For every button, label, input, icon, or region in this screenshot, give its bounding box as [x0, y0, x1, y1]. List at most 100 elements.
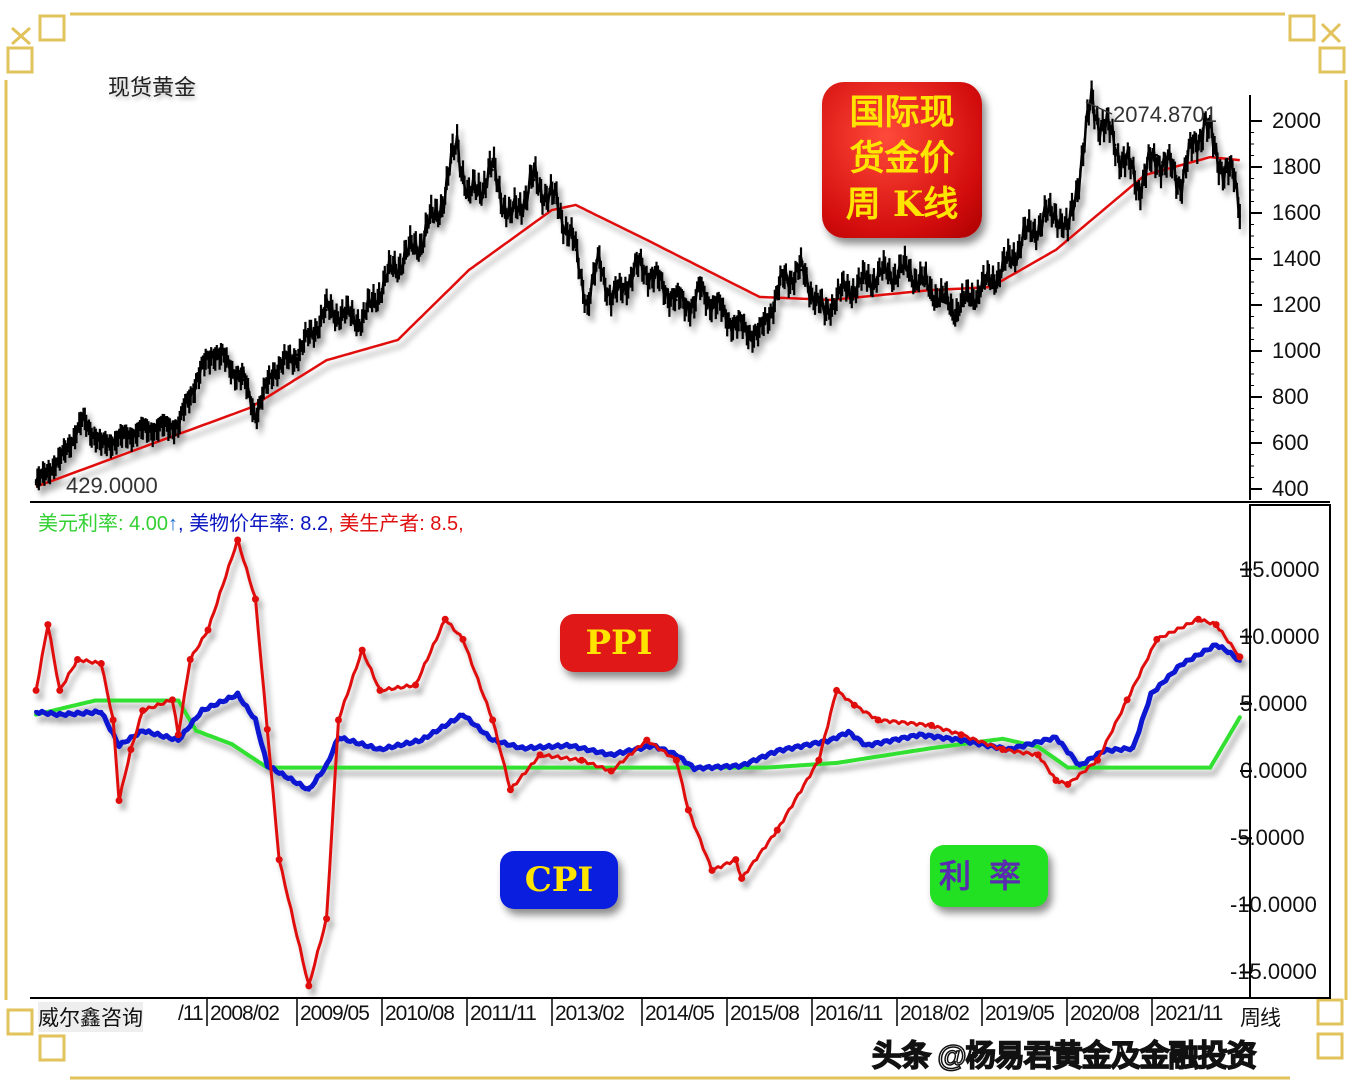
price-series	[34, 80, 1242, 491]
price-point	[1155, 153, 1159, 157]
ppi-point	[672, 756, 680, 764]
cpi-point	[377, 747, 382, 752]
ppi-point	[204, 626, 212, 634]
ppi-point	[56, 686, 64, 694]
x-tick-label: 2020/08	[1070, 1002, 1140, 1025]
price-point	[360, 318, 364, 322]
data-provider: 威尔鑫咨询	[38, 1002, 143, 1032]
price-point	[272, 368, 275, 372]
gold-frame	[4, 12, 1348, 1080]
rate-point	[1065, 765, 1070, 770]
ppi-point	[536, 751, 544, 759]
price-tick-label: 2000	[1272, 108, 1321, 133]
price-point	[58, 458, 61, 462]
ppi-point	[1153, 635, 1161, 643]
ppi-point	[109, 716, 117, 724]
ppi-point	[773, 826, 781, 834]
cpi-point	[520, 746, 525, 751]
ppi-point	[732, 856, 740, 864]
cpi-point	[1131, 746, 1136, 751]
rate-point	[929, 746, 934, 751]
price-point	[906, 268, 909, 272]
ppi-point	[578, 756, 586, 764]
price-point	[455, 138, 459, 142]
up-arrow-icon: ↑	[168, 513, 179, 535]
ppi-point	[1236, 653, 1244, 661]
cpi-point	[1053, 735, 1058, 740]
ppi-point	[1094, 756, 1101, 764]
legend-cpi: , 美物价年率: 8.2	[178, 513, 329, 535]
price-point	[876, 273, 880, 277]
price-point	[509, 218, 512, 222]
cpi-point	[117, 743, 122, 748]
ppi-point	[833, 686, 841, 694]
osc-tick-label: -5.0000	[1230, 825, 1305, 851]
cpi-point	[99, 709, 104, 714]
cpi-point	[490, 738, 495, 743]
rate-point	[834, 760, 839, 765]
rate-point	[1036, 744, 1041, 749]
price-point	[34, 481, 38, 484]
ppi-point	[305, 982, 313, 990]
cpi-point	[692, 766, 697, 771]
ppi-point	[441, 615, 449, 623]
cpi-point	[1148, 692, 1153, 697]
x-tick-label: 2016/11	[815, 1002, 883, 1025]
cpi-point	[176, 738, 181, 743]
legend-rate: 美元利率: 4.00	[38, 513, 169, 535]
osc-axis-ticks	[1240, 568, 1252, 974]
ppi-point	[234, 536, 242, 544]
cpi-point	[235, 692, 240, 697]
cpi-point	[419, 738, 424, 743]
price-point	[823, 313, 826, 317]
price-point	[1114, 143, 1117, 147]
price-point	[1054, 208, 1058, 212]
price-point	[242, 378, 245, 382]
title-line: 货金价	[849, 138, 955, 179]
price-tick-label: 600	[1272, 430, 1309, 455]
x-tick-label: 2008/02	[210, 1002, 280, 1025]
ppi-point	[97, 660, 105, 668]
x-tick-label: 2009/05	[300, 1002, 370, 1025]
cpi-point	[959, 738, 964, 743]
ppi-point	[1212, 621, 1220, 629]
price-point	[1232, 178, 1236, 182]
ppi-point	[186, 656, 194, 664]
title-line: 周 K线	[845, 184, 959, 225]
price-point	[556, 203, 560, 207]
price-tick-label: 1000	[1272, 338, 1321, 363]
ppi-point	[957, 731, 965, 739]
price-point	[420, 238, 423, 242]
rate-line	[35, 698, 1242, 770]
ppi-point	[489, 716, 497, 724]
x-tick-label: /11	[178, 1002, 204, 1025]
ppi-point	[684, 806, 692, 814]
price-point	[1137, 183, 1141, 187]
ppi-point	[1123, 696, 1131, 704]
price-point	[532, 178, 536, 182]
ppi-point	[506, 786, 514, 794]
ppi-point	[139, 707, 147, 715]
price-candles	[34, 80, 1241, 491]
price-point	[693, 303, 696, 307]
ppi-point	[127, 746, 135, 754]
price-point	[1214, 153, 1218, 157]
rate-point	[229, 742, 234, 747]
osc-tick-label: 10.0000	[1240, 623, 1320, 649]
price-tick-label: 800	[1272, 384, 1309, 409]
cpi-point	[846, 730, 851, 735]
corner-ornament-icon	[1316, 998, 1344, 1060]
cpi-point	[253, 717, 258, 722]
ppi-point	[334, 716, 342, 724]
cpi-point	[674, 752, 679, 757]
ppi-point	[815, 756, 823, 764]
rate-point	[1000, 736, 1005, 741]
ppi-point	[738, 874, 746, 882]
price-point	[212, 348, 216, 352]
watermark: 头条 @杨易君黄金及金融投资	[871, 1039, 1257, 1074]
price-point	[953, 308, 957, 312]
price-point	[983, 283, 987, 287]
price-point	[491, 168, 494, 172]
cpi-point	[140, 728, 145, 733]
